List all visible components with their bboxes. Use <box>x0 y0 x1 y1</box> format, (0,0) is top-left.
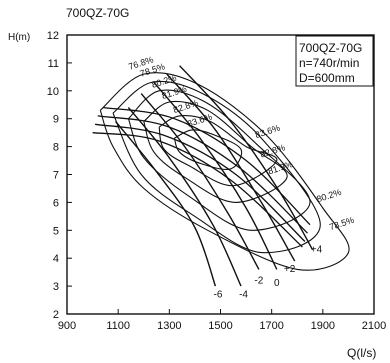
efficiency-contours: 76.8%78.5%80.2%81.9%82.8%83.6%83.6%82.8%… <box>99 54 355 271</box>
legend-line-model: 700QZ-70G <box>299 41 362 55</box>
legend-line-speed: n=740r/min <box>299 56 359 70</box>
efficiency-contour-line <box>112 80 321 254</box>
y-tick-label: 8 <box>53 142 59 154</box>
head-curve-line <box>95 123 306 242</box>
blade-angle-curve <box>166 73 296 262</box>
y-tick-label: 12 <box>47 30 59 42</box>
y-tick-label: 2 <box>53 309 59 321</box>
x-tick-label: 900 <box>58 320 76 332</box>
efficiency-contour-line <box>143 100 288 203</box>
blade-angle-label: +4 <box>311 245 323 256</box>
blade-angle-curve <box>115 121 217 287</box>
y-tick-label: 5 <box>53 225 59 237</box>
legend-box: 700QZ-70G n=740r/min D=600mm <box>295 35 374 87</box>
y-tick-label: 7 <box>53 170 59 182</box>
blade-angle-curve <box>140 93 260 270</box>
blade-angle-curve <box>127 107 242 287</box>
legend-frame <box>295 35 374 87</box>
x-tick-label: 1700 <box>259 320 283 332</box>
y-axis-ticks: 2 3 4 5 6 7 8 9 10 11 12 <box>47 30 72 321</box>
efficiency-label: 78.5% <box>328 215 355 232</box>
blade-angle-label: -2 <box>254 275 263 286</box>
x-axis-label: Q(l/s) <box>347 346 376 360</box>
head-curve-line <box>102 106 311 226</box>
x-tick-label: 1500 <box>208 320 232 332</box>
blade-angle-label: 0 <box>274 278 280 289</box>
blade-angle-curve <box>153 81 278 270</box>
chart-title: 700QZ-70G <box>66 6 129 20</box>
y-tick-label: 4 <box>53 253 59 265</box>
x-tick-label: 1100 <box>106 320 130 332</box>
blade-angle-curves: -6 -4 -2 0 +2 +4 <box>115 65 323 300</box>
blade-angle-curve <box>179 65 314 251</box>
y-tick-label: 10 <box>47 86 59 98</box>
efficiency-label: 83.6% <box>254 123 281 140</box>
y-tick-label: 9 <box>53 114 59 126</box>
blade-angle-label: -6 <box>213 289 222 300</box>
efficiency-label: 82.8% <box>259 142 286 159</box>
x-tick-label: 1900 <box>311 320 335 332</box>
x-tick-label: 1300 <box>157 320 181 332</box>
blade-angle-label: +2 <box>284 264 296 275</box>
efficiency-label: 80.2% <box>315 187 342 204</box>
blade-angle-label: -4 <box>239 289 248 300</box>
x-tick-label: 2100 <box>362 320 386 332</box>
efficiency-contour-line <box>99 72 350 271</box>
y-tick-label: 6 <box>53 197 59 209</box>
head-curve-line <box>92 132 303 248</box>
y-tick-label: 3 <box>53 281 59 293</box>
head-curve-line <box>97 115 308 234</box>
efficiency-contour-line <box>158 115 278 187</box>
y-axis-label: H(m) <box>8 32 30 43</box>
x-axis-ticks: 900 1100 1300 1500 1700 1900 2100 <box>58 309 386 332</box>
y-tick-label: 11 <box>48 58 59 70</box>
legend-line-diameter: D=600mm <box>299 71 355 85</box>
efficiency-contour-line <box>127 89 311 231</box>
head-curves <box>92 106 311 248</box>
